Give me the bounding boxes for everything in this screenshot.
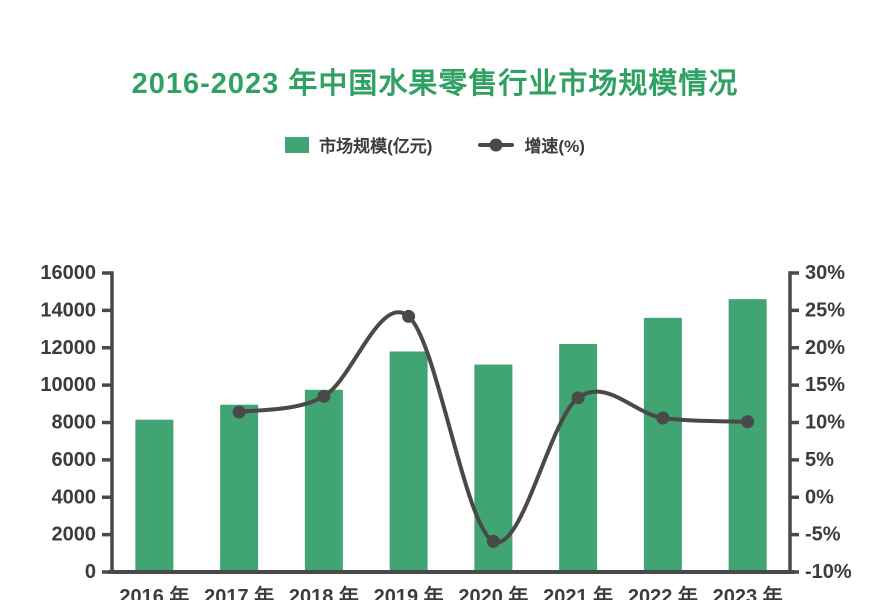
- growth-point-2021: [571, 391, 585, 405]
- growth-point-2017: [232, 405, 246, 419]
- bar-2016: [135, 419, 174, 570]
- chart-area: 0 2000 4000 6000 8000 10000 12000 14000 16000 -10…: [0, 250, 870, 600]
- x-axis-label: 2023 年: [713, 584, 783, 600]
- x-axis-label: 2018 年: [289, 584, 359, 600]
- right-axis-label: 0%: [805, 486, 834, 508]
- bar-2019: [389, 351, 428, 570]
- growth-point-2023: [741, 415, 755, 429]
- left-axis-label: 8000: [52, 412, 97, 434]
- line-series-marker-icon: [478, 138, 515, 152]
- left-axis-label: 10000: [40, 374, 96, 396]
- bar-2022: [643, 317, 682, 570]
- left-axis-label: 16000: [40, 262, 96, 284]
- legend-growth-rate-label: 增速(%): [524, 137, 585, 156]
- x-axis-label: 2016 年: [119, 584, 189, 600]
- x-axis-label: 2021 年: [543, 584, 613, 600]
- right-axis-label: 25%: [805, 299, 845, 321]
- x-axis-label: 2017 年: [204, 584, 274, 600]
- left-axis-label: 12000: [40, 337, 96, 359]
- growth-point-2022: [656, 411, 670, 425]
- bar-2023: [728, 299, 767, 570]
- right-axis-label: -5%: [805, 524, 841, 546]
- left-axis-label: 4000: [52, 486, 97, 508]
- right-axis-label: 10%: [805, 412, 845, 434]
- legend-item-market-size[interactable]: 市场规模(亿元): [285, 132, 432, 157]
- x-axis-label: 2020 年: [458, 584, 528, 600]
- growth-point-2020: [486, 534, 500, 548]
- x-axis-label: 2022 年: [628, 584, 698, 600]
- left-axis-label: 14000: [40, 299, 96, 321]
- chart-title: 2016-2023 年中国水果零售行业市场规模情况: [131, 68, 739, 100]
- right-axis-label: -10%: [805, 561, 852, 583]
- left-axis-label: 2000: [52, 524, 97, 546]
- x-axis-label: 2019 年: [374, 584, 444, 600]
- bar-2017: [220, 404, 259, 570]
- growth-point-2018: [317, 389, 331, 403]
- combo-bar-line-chart: 0 2000 4000 6000 8000 10000 12000 14000 16000 -10…: [40, 262, 852, 600]
- right-axis-label: 30%: [805, 262, 845, 284]
- right-axis-label: 20%: [805, 337, 845, 359]
- legend: 市场规模(亿元) 增速(%): [0, 132, 870, 157]
- bar-series-swatch-icon: [285, 136, 310, 153]
- right-axis-label: 15%: [805, 374, 845, 396]
- bar-2018: [304, 389, 343, 570]
- right-axis-label: 5%: [805, 449, 834, 471]
- left-axis-label: 6000: [52, 449, 97, 471]
- chart-page: 2016-2023 年中国水果零售行业市场规模情况 市场规模(亿元) 增速(%)…: [0, 60, 870, 600]
- bar-2021: [559, 344, 598, 570]
- growth-point-2019: [402, 309, 416, 323]
- legend-item-growth-rate[interactable]: 增速(%): [478, 132, 585, 157]
- left-axis-label: 0: [85, 561, 96, 583]
- legend-market-size-label: 市场规模(亿元): [319, 137, 433, 156]
